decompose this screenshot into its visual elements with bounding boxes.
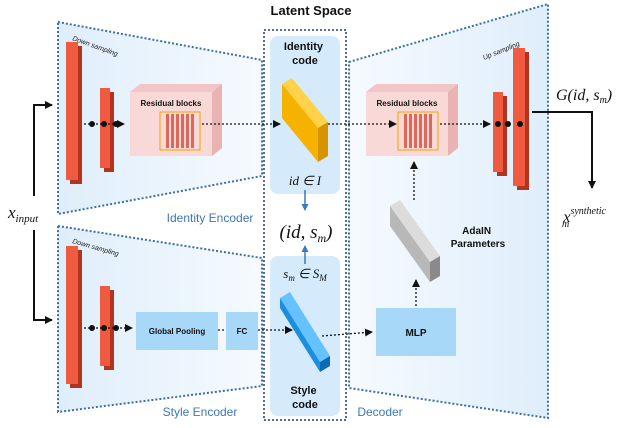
- global-pooling-label: Global Pooling: [149, 327, 206, 336]
- style-flow-dots: [89, 325, 119, 331]
- style-encoder-label: Style Encoder: [163, 405, 238, 419]
- fc-label: FC: [237, 327, 248, 336]
- input-arrows: [33, 101, 53, 324]
- global-pooling-box: [136, 312, 218, 350]
- input-label: xinput: [7, 203, 39, 225]
- residual-blocks-decoder: Residual blocks: [366, 84, 458, 156]
- sm-in-SM-label: sm ∈ SM: [283, 266, 327, 283]
- diagram-title: Latent Space: [271, 3, 352, 18]
- latent-pair-label: (id, sm): [280, 222, 333, 245]
- identity-code-label: Identity code: [284, 41, 326, 67]
- up-sampling-block: Up sampling: [482, 41, 529, 190]
- output-arrows: [532, 111, 596, 189]
- adain-label: AdaIN Parameters: [451, 226, 506, 250]
- synthetic-output-label: xsynthetic m: [562, 206, 607, 230]
- mlp-label: MLP: [405, 328, 426, 339]
- style-code-label: Style code: [290, 385, 319, 411]
- mlp-box: [376, 308, 456, 356]
- output-label: G(id, sm): [556, 87, 612, 106]
- style-code-prism: [280, 292, 330, 372]
- decoder-label: Decoder: [357, 405, 402, 419]
- residual-blocks-label-encoder: Residual blocks: [141, 99, 202, 108]
- id-in-I-label: id ∈ I: [289, 173, 322, 188]
- residual-blocks-encoder: Residual blocks: [130, 84, 222, 156]
- adain-prism: [390, 200, 440, 282]
- identity-flow-dots: [89, 121, 523, 127]
- fc-box: [226, 312, 258, 350]
- residual-blocks-label-decoder: Residual blocks: [377, 99, 438, 108]
- identity-code-prism: [282, 78, 328, 162]
- identity-encoder-label: Identity Encoder: [167, 211, 254, 225]
